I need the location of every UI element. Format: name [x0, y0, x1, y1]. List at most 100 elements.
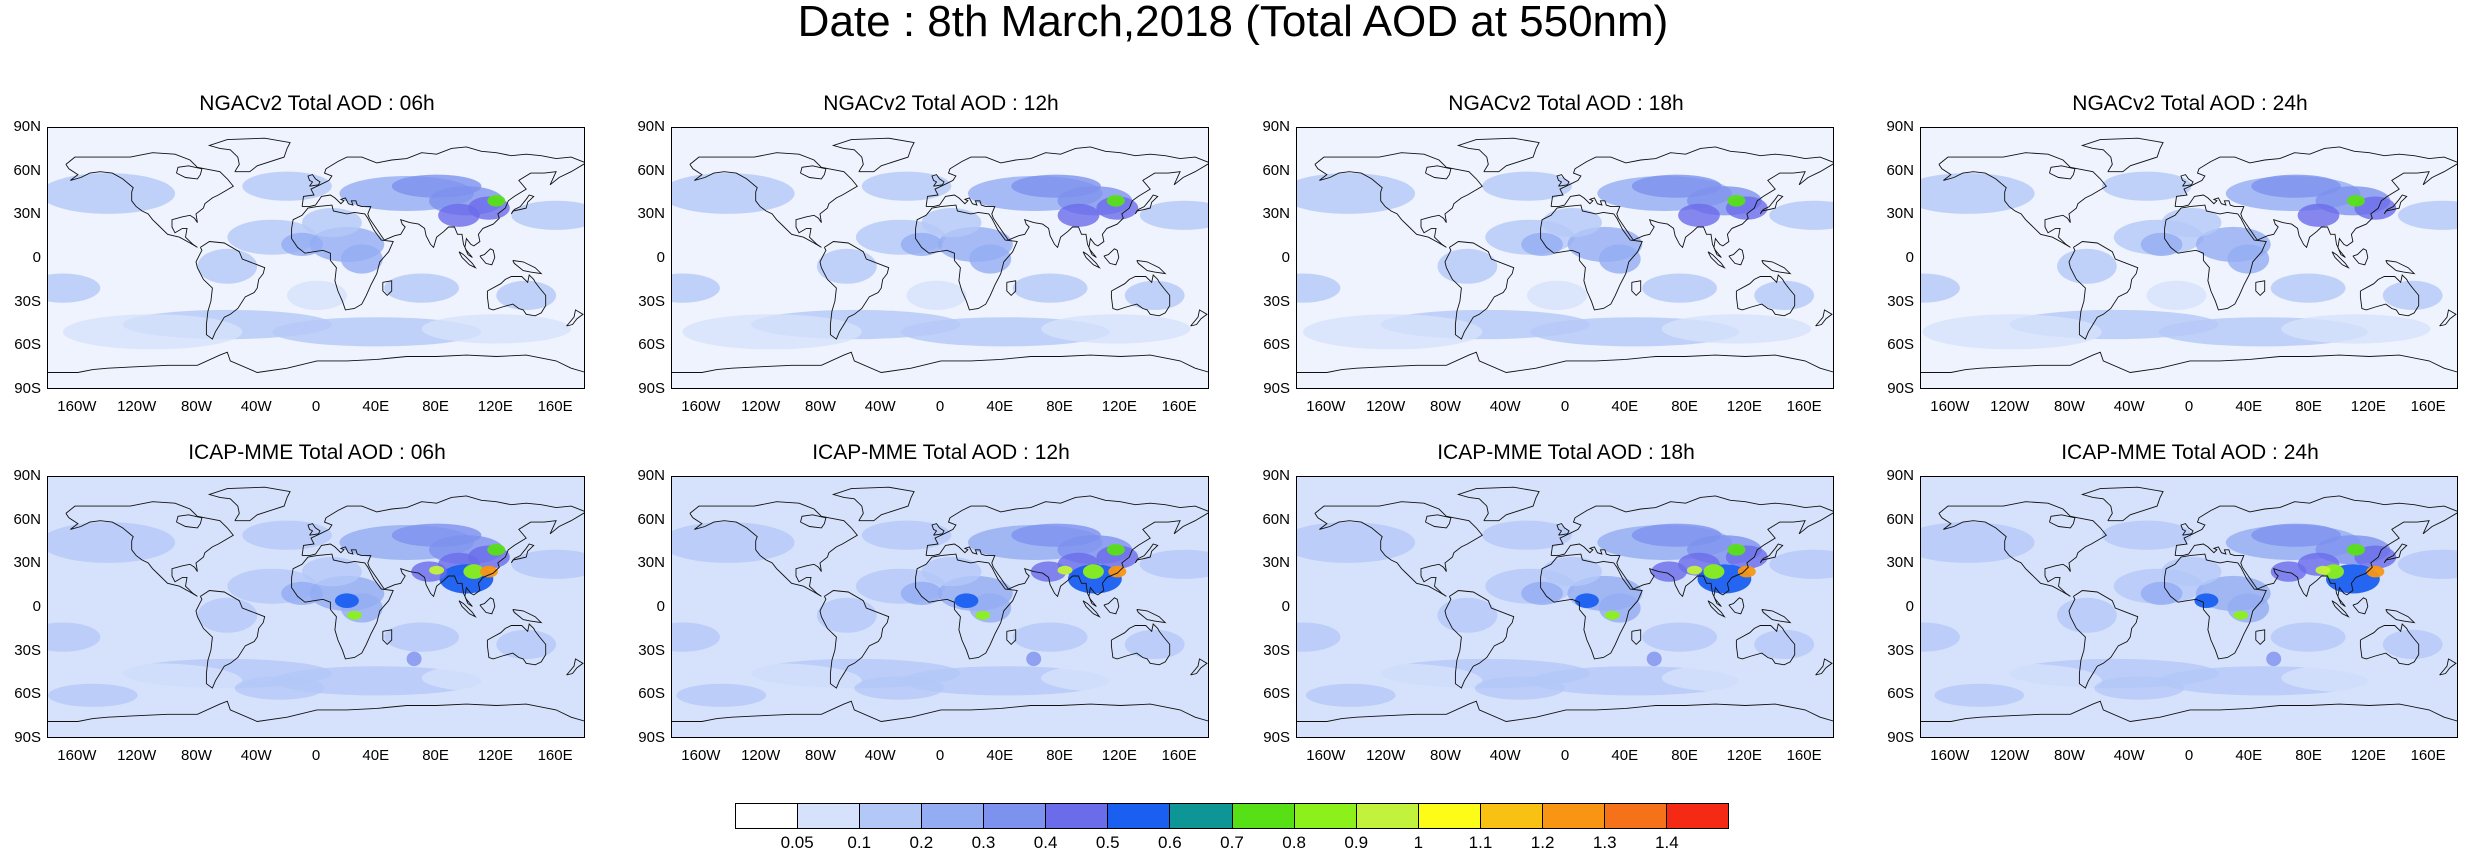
coastline	[1314, 152, 1483, 248]
aod-field-cell	[1124, 280, 1185, 310]
coastline	[2255, 629, 2266, 646]
coastline	[2352, 597, 2369, 615]
lat-tick-label: 60S	[638, 336, 665, 354]
coastline	[307, 523, 321, 536]
colorbar	[735, 803, 1729, 829]
aod-field-cell	[2315, 565, 2331, 575]
map-canvas	[48, 477, 584, 737]
colorbar-swatch	[1294, 804, 1357, 828]
aod-map-panel	[671, 476, 1209, 738]
lon-tick-label: 40E	[986, 747, 1014, 764]
aod-field-cell	[900, 581, 943, 605]
coastline	[2068, 241, 2139, 340]
aod-field-cell	[1661, 663, 1812, 693]
aod-field-cell	[1651, 561, 1687, 582]
coastline	[301, 146, 584, 258]
coastline	[2331, 600, 2350, 618]
lat-tick-label: 0	[1281, 249, 1290, 266]
coastline	[2080, 137, 2164, 173]
lat-tick-label: 60N	[13, 510, 41, 528]
lon-tick-label: 160W	[57, 398, 97, 415]
colorbar-swatch	[1108, 804, 1171, 828]
aod-field-cell	[1922, 314, 2102, 350]
aod-field-cell	[1057, 203, 1100, 227]
aod-field-cell	[340, 244, 383, 274]
coastline	[1759, 194, 1784, 215]
lon-tick-label: 80W	[805, 747, 836, 764]
coastline	[2180, 523, 2194, 536]
lat-tick-label: 90N	[13, 118, 41, 135]
lat-tick-label: 60S	[14, 685, 41, 703]
aod-field-cell	[2057, 597, 2117, 633]
lon-tick-label: 40W	[2113, 747, 2145, 764]
colorbar-label: 0.05	[780, 833, 814, 852]
aod-field-cell	[1096, 545, 1139, 569]
aod-field-cell	[672, 522, 795, 563]
aod-field-cell	[463, 564, 485, 579]
lon-tick-label: 160W	[1930, 398, 1970, 415]
coastline	[2080, 486, 2164, 522]
aod-field-cell	[2146, 629, 2207, 659]
lon-tick-label: 160W	[1306, 398, 1346, 415]
aod-field-cell	[287, 280, 347, 310]
panel-title: NGACv2 Total AOD : 12h	[823, 92, 1059, 115]
coastline	[1631, 629, 1642, 646]
aod-field-cell	[2270, 622, 2346, 652]
aod-field-cell	[1041, 314, 1191, 344]
lon-tick-label: 160E	[1786, 398, 1822, 415]
coastline	[2164, 204, 2267, 311]
aod-field-cell	[1527, 629, 1587, 659]
aod-field-cell	[197, 248, 258, 284]
coastline	[2383, 543, 2408, 564]
lon-tick-label: 80E	[422, 398, 449, 415]
colorbar-swatch	[798, 804, 861, 828]
aod-map-panel	[1296, 127, 1834, 389]
aod-field-cell	[1769, 549, 1833, 579]
lat-tick-label: 60S	[14, 336, 41, 354]
aod-field-cell	[234, 676, 325, 700]
coastline	[1314, 501, 1483, 597]
lon-tick-label: 40E	[2235, 747, 2263, 764]
panel-title: ICAP-MME Total AOD : 06h	[188, 441, 446, 464]
aod-map-panel	[47, 476, 585, 738]
coastline	[1136, 260, 1167, 275]
coastline	[1103, 597, 1120, 615]
coastline	[307, 174, 321, 187]
coastline	[1938, 152, 2107, 248]
coastline	[510, 194, 535, 215]
aod-field-cell	[406, 651, 422, 667]
lon-tick-label: 120W	[1990, 398, 2030, 415]
map-background	[672, 128, 1208, 388]
coastline	[672, 700, 1208, 722]
lon-tick-label: 40E	[986, 398, 1014, 415]
aod-field-cell	[1754, 629, 1815, 659]
aod-field-cell	[2251, 174, 2341, 198]
coastline	[1006, 280, 1017, 297]
coastline	[2174, 146, 2457, 258]
colorbar-label: 0.3	[971, 833, 996, 852]
map-canvas	[1297, 477, 1833, 737]
lon-tick-label: 40E	[362, 747, 390, 764]
coastline	[65, 152, 234, 248]
aod-field-cell	[672, 173, 795, 214]
coastline	[291, 553, 394, 660]
aod-field-cell	[1437, 597, 1498, 633]
aod-field-cell	[2266, 651, 2282, 667]
lon-tick-label: 120E	[1101, 398, 1137, 415]
lat-tick-label: 90N	[637, 467, 665, 484]
lat-tick-label: 30N	[13, 205, 41, 223]
lat-tick-label: 90S	[14, 729, 41, 746]
aod-field-cell	[2251, 523, 2341, 547]
colorbar-label: 1.4	[1655, 833, 1679, 852]
aod-field-cell	[2270, 561, 2307, 582]
aod-field-cell	[346, 610, 362, 620]
lon-tick-label: 0	[935, 747, 945, 764]
coastline	[1456, 486, 1540, 522]
coastline	[512, 260, 543, 275]
coastline	[195, 590, 266, 689]
lat-tick-label: 0	[32, 598, 41, 615]
coastline	[1082, 600, 1101, 618]
lon-tick-label: 120E	[2350, 747, 2386, 764]
aod-field-cell	[1934, 683, 2025, 707]
aod-field-cell	[48, 683, 138, 707]
